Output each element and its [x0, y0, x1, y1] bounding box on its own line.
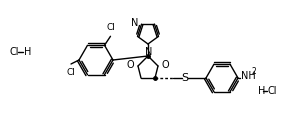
Text: 2: 2 — [252, 67, 256, 76]
Text: O: O — [162, 60, 170, 70]
Text: N: N — [131, 18, 139, 28]
Text: Cl: Cl — [67, 68, 76, 77]
Text: O: O — [126, 60, 134, 70]
Text: Cl: Cl — [106, 23, 115, 32]
Text: Cl: Cl — [10, 47, 19, 57]
Text: H: H — [24, 47, 31, 57]
Text: S: S — [181, 73, 189, 83]
Text: Cl: Cl — [268, 86, 278, 96]
Text: NH: NH — [241, 71, 256, 81]
Text: H: H — [258, 86, 266, 96]
Text: N: N — [145, 47, 153, 57]
